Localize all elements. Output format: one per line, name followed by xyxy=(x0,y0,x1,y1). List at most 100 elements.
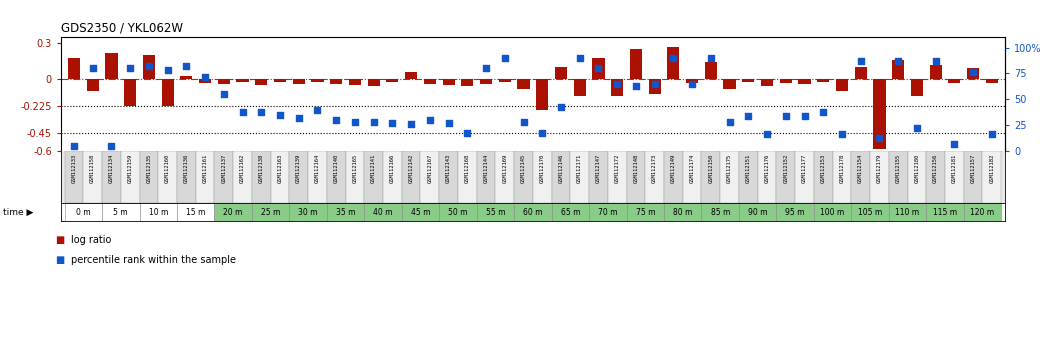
Point xyxy=(365,119,382,125)
Point xyxy=(84,65,101,71)
Bar xyxy=(440,203,476,221)
Bar xyxy=(255,79,267,85)
Bar xyxy=(626,203,664,221)
Point xyxy=(553,104,570,109)
Bar xyxy=(233,151,252,203)
Text: 25 m: 25 m xyxy=(261,208,280,217)
Bar xyxy=(252,151,271,203)
Text: 55 m: 55 m xyxy=(486,208,506,217)
Text: GSM112181: GSM112181 xyxy=(951,154,957,183)
Bar xyxy=(68,58,80,79)
Bar xyxy=(514,151,533,203)
Point xyxy=(777,113,794,119)
Bar xyxy=(290,203,327,221)
Text: GSM112167: GSM112167 xyxy=(427,154,432,183)
Bar xyxy=(440,151,458,203)
Point xyxy=(496,55,513,61)
Point xyxy=(234,109,251,115)
Text: GSM112139: GSM112139 xyxy=(296,154,301,183)
Point xyxy=(796,113,813,119)
Bar xyxy=(402,203,440,221)
Bar xyxy=(349,79,361,85)
Bar xyxy=(721,151,738,203)
Bar xyxy=(87,79,99,91)
Bar xyxy=(293,79,305,84)
Bar xyxy=(476,203,514,221)
Point xyxy=(65,143,82,149)
Text: GSM112164: GSM112164 xyxy=(315,154,320,183)
Bar xyxy=(327,151,345,203)
Bar xyxy=(462,79,473,86)
Bar xyxy=(214,203,252,221)
Text: GSM112163: GSM112163 xyxy=(278,154,282,183)
Bar xyxy=(199,79,211,83)
Bar xyxy=(480,79,492,84)
Bar xyxy=(383,151,402,203)
Bar xyxy=(814,151,833,203)
Bar xyxy=(402,151,421,203)
Bar xyxy=(590,203,626,221)
Text: ■: ■ xyxy=(56,235,65,245)
Point xyxy=(477,65,494,71)
Bar xyxy=(705,62,716,79)
Text: GSM112156: GSM112156 xyxy=(934,154,938,183)
Text: GSM112177: GSM112177 xyxy=(802,154,807,183)
Text: 15 m: 15 m xyxy=(186,208,206,217)
Bar xyxy=(252,203,290,221)
Text: 60 m: 60 m xyxy=(523,208,542,217)
Bar xyxy=(836,79,848,91)
Point xyxy=(272,112,288,118)
Bar xyxy=(458,151,476,203)
Bar xyxy=(702,203,738,221)
Point xyxy=(422,117,438,123)
Bar xyxy=(574,79,585,96)
Bar xyxy=(536,79,549,110)
Bar xyxy=(158,151,177,203)
Bar xyxy=(757,151,776,203)
Bar xyxy=(629,49,642,79)
Text: 65 m: 65 m xyxy=(560,208,580,217)
Text: 110 m: 110 m xyxy=(896,208,920,217)
Text: GSM112171: GSM112171 xyxy=(577,154,582,183)
Bar xyxy=(648,79,661,93)
Point xyxy=(703,55,720,61)
Point xyxy=(459,130,476,135)
Bar xyxy=(686,79,699,83)
Point xyxy=(384,120,401,126)
Bar xyxy=(405,72,418,79)
Bar xyxy=(65,203,102,221)
Text: GSM112161: GSM112161 xyxy=(202,154,208,183)
Bar xyxy=(724,79,735,89)
Point xyxy=(103,143,120,149)
Bar xyxy=(327,203,364,221)
Bar xyxy=(312,79,323,81)
Text: GSM112182: GSM112182 xyxy=(989,154,994,183)
Bar xyxy=(664,151,683,203)
Text: 20 m: 20 m xyxy=(223,208,243,217)
Point xyxy=(403,121,420,127)
Bar xyxy=(552,151,571,203)
Bar xyxy=(177,203,214,221)
Text: time ▶: time ▶ xyxy=(3,208,34,217)
Point xyxy=(834,131,851,136)
Point xyxy=(534,130,551,135)
Point xyxy=(984,131,1001,136)
Point xyxy=(515,119,532,125)
Bar xyxy=(683,151,702,203)
Text: GSM112138: GSM112138 xyxy=(259,154,263,183)
Text: GSM112144: GSM112144 xyxy=(484,154,489,183)
Point xyxy=(441,120,457,126)
Point xyxy=(665,55,682,61)
Bar xyxy=(214,151,233,203)
Point xyxy=(291,115,307,121)
Text: GSM112143: GSM112143 xyxy=(446,154,451,183)
Bar xyxy=(795,151,814,203)
Bar xyxy=(612,79,623,96)
Bar xyxy=(330,79,342,84)
Bar xyxy=(364,151,383,203)
Bar xyxy=(964,151,983,203)
Text: GSM112135: GSM112135 xyxy=(147,154,151,183)
Bar xyxy=(421,151,440,203)
Text: GSM112176: GSM112176 xyxy=(765,154,770,183)
Bar xyxy=(140,151,158,203)
